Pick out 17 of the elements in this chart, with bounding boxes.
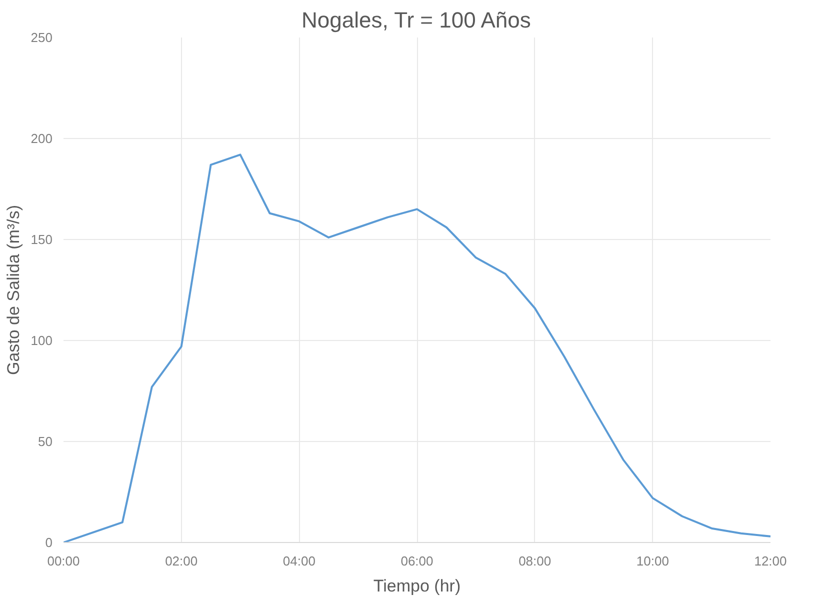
x-tick-label: 08:00: [518, 554, 552, 568]
x-tick-label: 00:00: [47, 554, 80, 568]
x-tick-label: 06:00: [400, 554, 434, 568]
x-axis-title: Tiempo (hr): [373, 576, 461, 596]
y-tick-label: 250: [30, 30, 53, 45]
y-tick-label: 100: [30, 333, 53, 348]
y-tick-label: 50: [38, 434, 53, 449]
x-tick-label: 02:00: [165, 554, 198, 568]
chart-title: Nogales, Tr = 100 Años: [302, 8, 531, 32]
line-series: [64, 154, 770, 542]
x-tick-label: 04:00: [282, 554, 316, 568]
x-tick-label: 10:00: [636, 554, 669, 568]
y-tick-label: 200: [30, 131, 53, 146]
x-tick-label: 12:00: [754, 554, 787, 568]
y-tick-label: 0: [45, 535, 53, 550]
y-axis-title: Gasto de Salida (m³/s): [4, 204, 23, 376]
y-tick-label: 150: [30, 232, 53, 247]
